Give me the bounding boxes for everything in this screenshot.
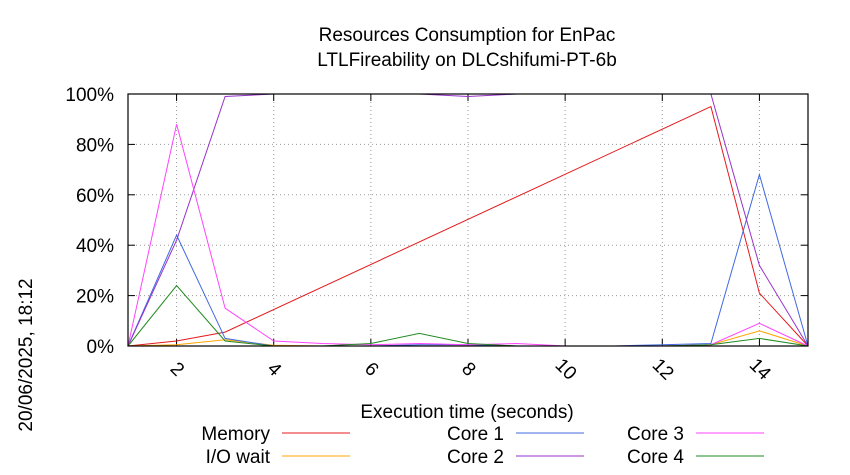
plot-frame (127, 93, 809, 347)
x-tick-label: 14 (745, 355, 775, 385)
y-tick-label: 80% (76, 135, 114, 156)
series-line-memory (127, 105, 809, 347)
legend-label: Core 2 (447, 447, 504, 468)
y-tick-label: 100% (65, 85, 114, 106)
chart-title: Resources Consumption for EnPac LTLFirea… (317, 25, 617, 71)
legend-label: Core 1 (447, 424, 504, 445)
y-tick-label: 20% (76, 287, 114, 308)
series-line-core-1 (127, 172, 809, 347)
x-tick-label: 6 (360, 358, 382, 380)
series-lines (127, 93, 809, 347)
x-axis-label: Execution time (seconds) (360, 402, 573, 423)
x-tick-label: 10 (551, 355, 581, 385)
chart-title-line-1: Resources Consumption for EnPac (319, 25, 616, 46)
side-timestamp-label: 20/06/2025, 18:12 (16, 278, 37, 431)
chart-title-line-2: LTLFireability on DLCshifumi-PT-6b (317, 50, 617, 71)
legend-label: I/O wait (206, 447, 271, 468)
y-tick-label: 0% (87, 337, 115, 358)
grid-lines (128, 93, 808, 347)
series-line-core-3 (127, 124, 809, 347)
series-line-core-2 (127, 93, 809, 347)
y-tick-labels: 0% 20% 40% 60% 80% 100% (65, 85, 114, 358)
x-tick-label: 8 (457, 358, 479, 380)
y-tick-label: 60% (76, 186, 114, 207)
x-tick-label: 12 (648, 355, 678, 385)
x-tick-label: 2 (166, 358, 188, 380)
y-tick-label: 40% (76, 236, 114, 257)
series-line-core-4 (127, 284, 809, 347)
legend-label: Core 4 (627, 447, 684, 468)
legend-label: Core 3 (627, 424, 684, 445)
x-tick-labels: 2 4 6 8 10 12 14 (166, 355, 775, 385)
x-tick-label: 4 (263, 358, 286, 381)
legend-label: Memory (201, 424, 270, 445)
